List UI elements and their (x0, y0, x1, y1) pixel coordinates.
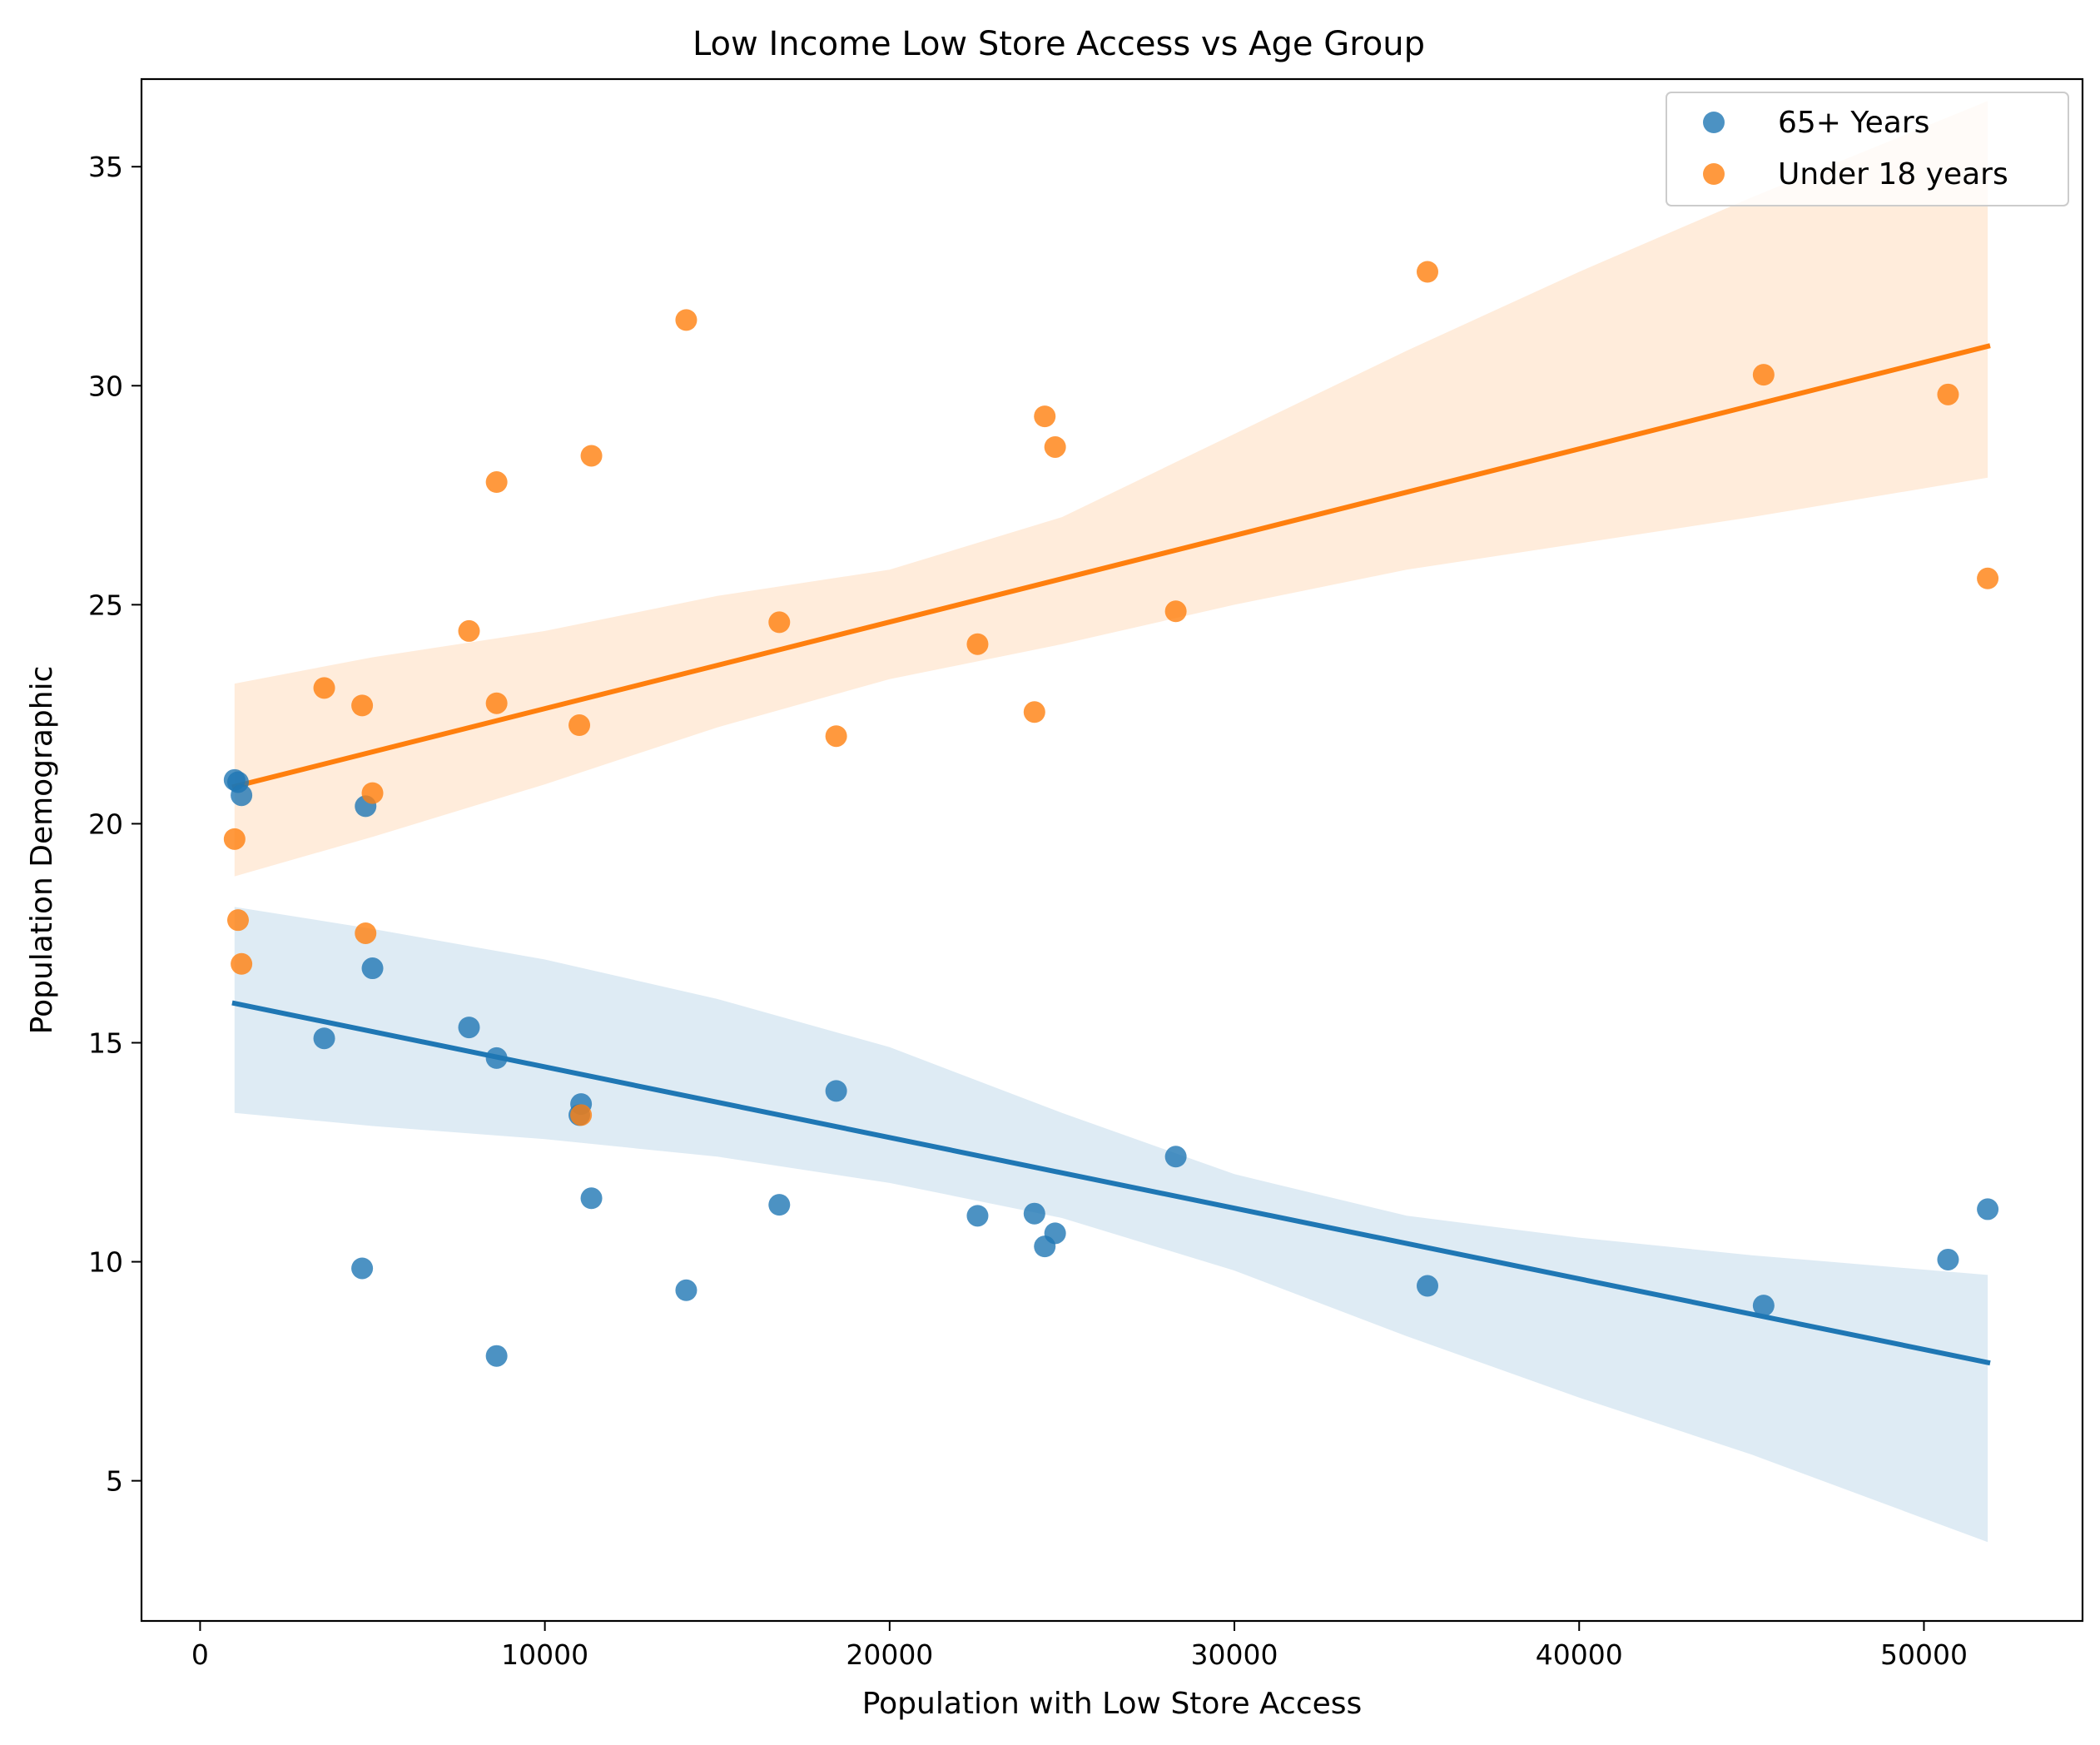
data-point-series-0 (966, 1205, 989, 1227)
data-point-series-1 (313, 677, 335, 699)
y-tick-label: 35 (88, 151, 123, 183)
data-point-series-1 (768, 611, 791, 634)
trend-lines (231, 343, 1991, 1366)
data-point-series-1 (223, 828, 246, 850)
data-point-series-1 (1034, 405, 1056, 428)
data-point-series-1 (1752, 364, 1775, 386)
data-point-series-0 (313, 1027, 335, 1050)
data-point-series-1 (355, 922, 377, 944)
chart-title: Low Income Low Store Access vs Age Group (693, 25, 1425, 63)
scatter-points (223, 261, 1999, 1367)
data-point-series-1 (361, 782, 384, 804)
data-point-series-0 (361, 957, 384, 980)
x-tick-label: 50000 (1880, 1638, 1968, 1671)
legend: 65+ Years Under 18 years (1666, 92, 2069, 206)
x-tick-label: 30000 (1191, 1638, 1278, 1671)
data-point-series-0 (768, 1194, 791, 1216)
data-point-series-0 (485, 1047, 508, 1069)
y-tick-label: 15 (88, 1027, 123, 1060)
data-point-series-0 (1023, 1202, 1045, 1225)
data-point-series-0 (458, 1017, 480, 1039)
data-point-series-0 (231, 784, 253, 807)
x-axis-label: Population with Low Store Access (862, 1687, 1363, 1721)
legend-marker-65-plus (1703, 112, 1725, 133)
data-point-series-1 (1044, 435, 1066, 458)
x-axis-ticks: 0 10000 20000 30000 40000 50000 (191, 1621, 1968, 1671)
data-point-series-0 (485, 1345, 508, 1367)
data-point-series-1 (231, 952, 253, 975)
y-tick-label: 20 (88, 808, 123, 840)
confidence-band-series-0 (234, 907, 1988, 1543)
legend-marker-under-18 (1703, 163, 1725, 185)
data-point-series-0 (1417, 1275, 1439, 1297)
data-point-series-1 (675, 309, 698, 331)
data-point-series-1 (580, 445, 603, 467)
plot-area-frame (140, 77, 2084, 1623)
confidence-band-series-1 (234, 101, 1988, 877)
trend-line-series-1 (231, 343, 1991, 790)
data-point-series-1 (966, 633, 989, 655)
y-axis-label: Population Demographic (25, 666, 59, 1035)
y-axis-ticks: 5 10 15 20 25 30 35 (88, 151, 141, 1498)
data-point-series-1 (485, 692, 508, 714)
confidence-bands (234, 101, 1988, 1543)
data-point-series-0 (1937, 1248, 1959, 1270)
data-point-series-0 (1752, 1295, 1775, 1317)
trend-line-series-0 (231, 1000, 1991, 1366)
data-point-series-1 (1977, 567, 1999, 589)
data-point-series-0 (825, 1080, 847, 1102)
legend-label-65-plus: 65+ Years (1778, 106, 1929, 140)
y-tick-label: 30 (88, 370, 123, 402)
data-point-series-1 (1417, 261, 1439, 283)
data-point-series-0 (580, 1187, 603, 1210)
data-point-series-0 (351, 1257, 374, 1280)
data-point-series-1 (1164, 600, 1187, 623)
y-tick-label: 25 (88, 589, 123, 621)
x-tick-label: 0 (191, 1638, 209, 1671)
data-point-series-1 (458, 619, 480, 642)
data-point-series-0 (675, 1279, 698, 1301)
data-point-series-0 (1164, 1146, 1187, 1168)
data-point-series-1 (568, 714, 591, 737)
x-tick-label: 20000 (846, 1638, 933, 1671)
data-point-series-1 (825, 725, 847, 748)
legend-box (1666, 92, 2069, 206)
data-point-series-0 (1034, 1235, 1056, 1258)
data-point-series-1 (485, 471, 508, 494)
x-tick-label: 10000 (501, 1638, 588, 1671)
data-point-series-1 (1023, 701, 1045, 723)
y-tick-label: 10 (88, 1246, 123, 1279)
data-point-series-1 (226, 909, 249, 932)
data-point-series-1 (351, 694, 374, 717)
x-tick-label: 40000 (1536, 1638, 1623, 1671)
data-point-series-1 (1937, 383, 1959, 405)
data-point-series-0 (1977, 1198, 1999, 1221)
y-tick-label: 5 (106, 1465, 123, 1498)
legend-label-under-18: Under 18 years (1778, 157, 2008, 191)
data-point-series-1 (570, 1104, 593, 1126)
